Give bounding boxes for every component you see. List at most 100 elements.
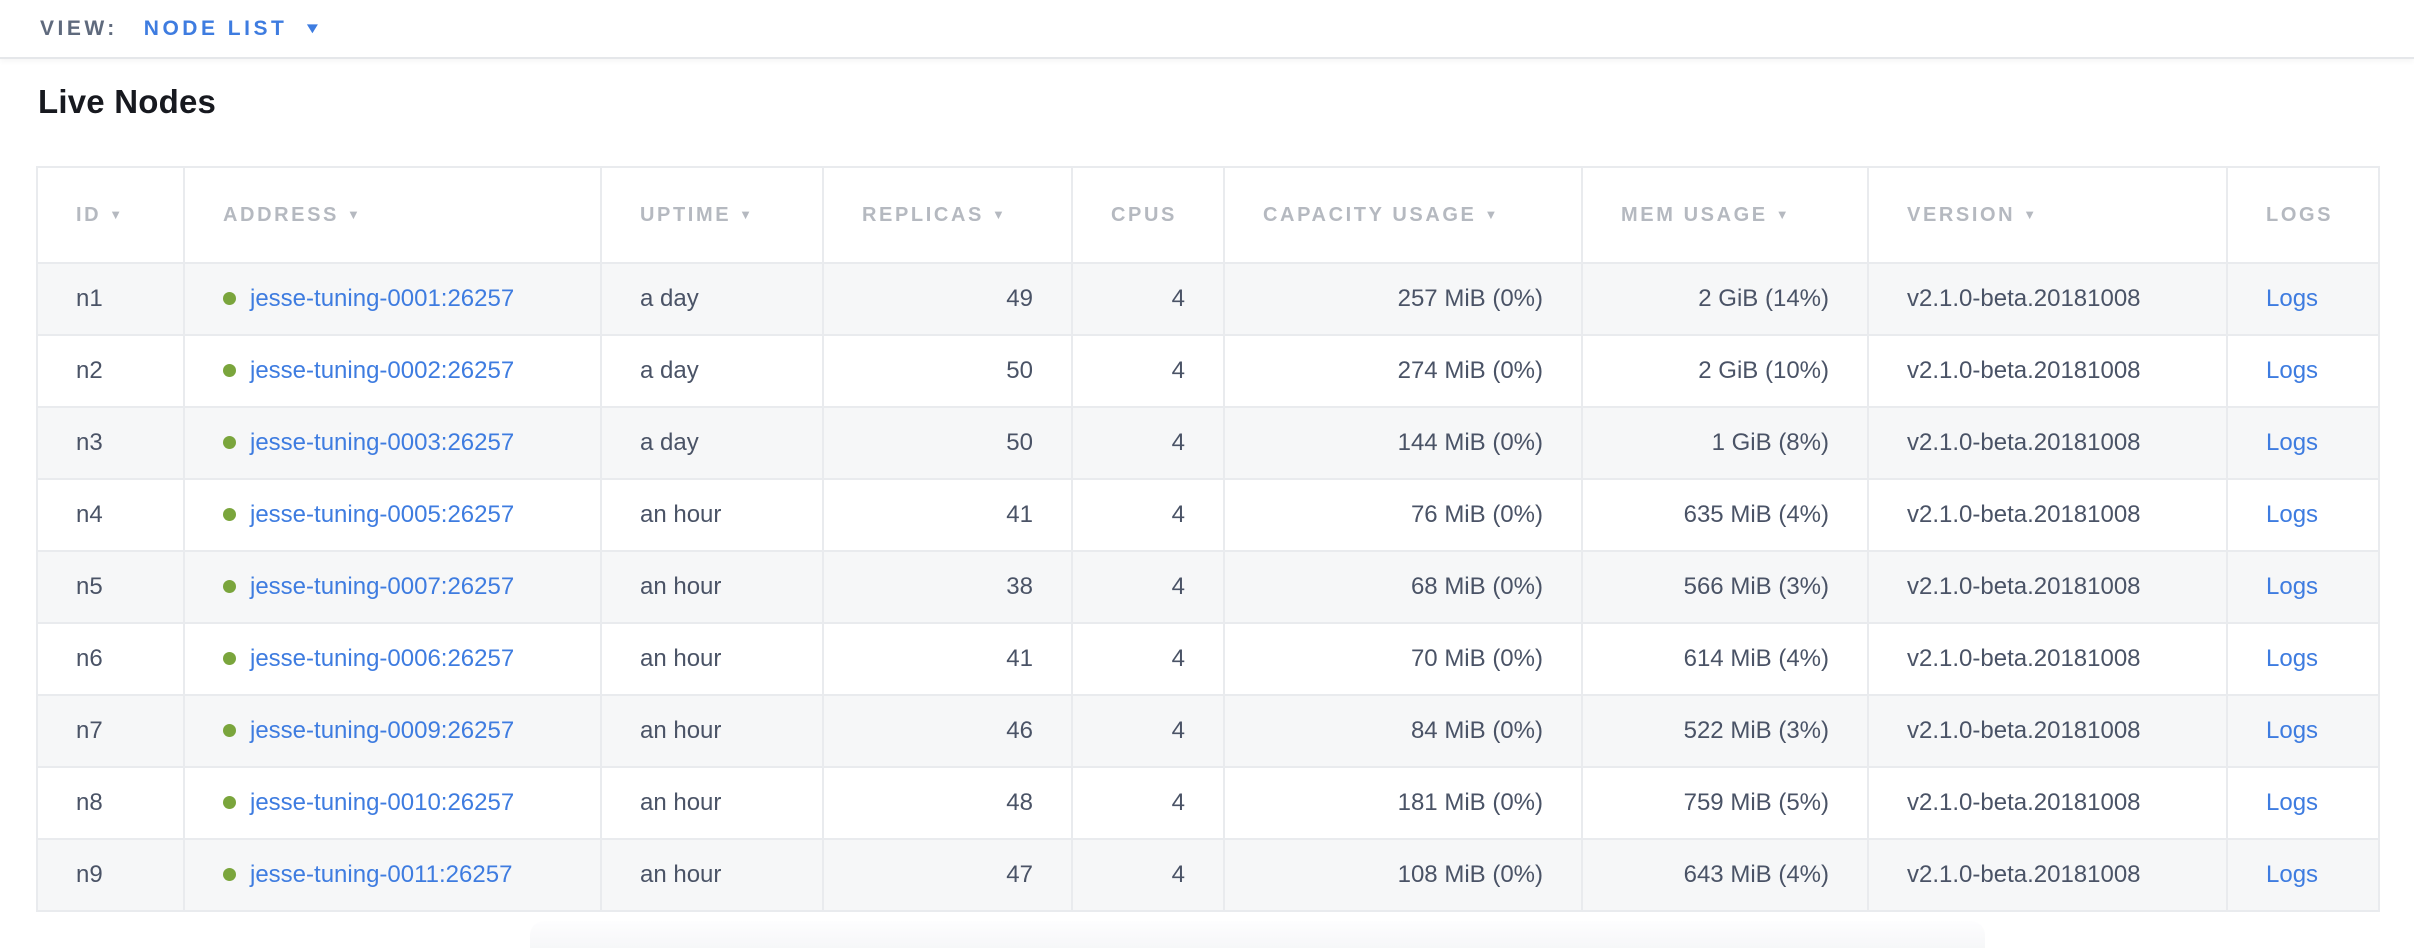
cell-cpus: 4 — [1071, 694, 1225, 768]
cell-version: v2.1.0-beta.20181008 — [1867, 694, 2228, 768]
cell-cpus: 4 — [1071, 262, 1225, 336]
cell-logs: Logs — [2226, 550, 2380, 624]
logs-link[interactable]: Logs — [2266, 861, 2319, 888]
address-link[interactable]: jesse-tuning-0010:26257 — [250, 789, 515, 816]
cell-mem: 566 MiB (3%) — [1581, 550, 1869, 624]
node-status-live-icon — [223, 580, 236, 593]
live-nodes-table: ID ▼ ADDRESS ▼ UPTIME ▼ REPLICAS ▼ CPUS CAPACITY … — [36, 166, 2380, 912]
cell-address: jesse-tuning-0009:26257 — [183, 694, 602, 768]
cell-replicas: 48 — [822, 766, 1073, 840]
cell-mem: 522 MiB (3%) — [1581, 694, 1869, 768]
cell-mem: 2 GiB (10%) — [1581, 334, 1869, 408]
address-link[interactable]: jesse-tuning-0005:26257 — [250, 501, 515, 528]
logs-link[interactable]: Logs — [2266, 501, 2319, 528]
cell-replicas: 50 — [822, 334, 1073, 408]
cell-id: n6 — [36, 622, 185, 696]
cell-version: v2.1.0-beta.20181008 — [1867, 478, 2228, 552]
cell-uptime: an hour — [600, 838, 824, 912]
scroll-shadow — [530, 921, 1985, 948]
cell-logs: Logs — [2226, 838, 2380, 912]
node-status-live-icon — [223, 796, 236, 809]
cell-id: n5 — [36, 550, 185, 624]
cell-mem: 1 GiB (8%) — [1581, 406, 1869, 480]
cell-address: jesse-tuning-0005:26257 — [183, 478, 602, 552]
sort-desc-icon: ▼ — [109, 206, 125, 222]
cell-address: jesse-tuning-0003:26257 — [183, 406, 602, 480]
logs-link[interactable]: Logs — [2266, 429, 2319, 456]
column-header-cpus: CPUS — [1071, 166, 1225, 264]
cell-address: jesse-tuning-0011:26257 — [183, 838, 602, 912]
column-header-uptime[interactable]: UPTIME ▼ — [600, 166, 824, 264]
address-link[interactable]: jesse-tuning-0002:26257 — [250, 357, 515, 384]
cell-replicas: 38 — [822, 550, 1073, 624]
column-header-version[interactable]: VERSION ▼ — [1867, 166, 2228, 264]
address-link[interactable]: jesse-tuning-0001:26257 — [250, 285, 515, 312]
logs-link[interactable]: Logs — [2266, 717, 2319, 744]
address-link[interactable]: jesse-tuning-0011:26257 — [250, 861, 513, 888]
logs-link[interactable]: Logs — [2266, 573, 2319, 600]
sort-desc-icon: ▼ — [991, 206, 1008, 222]
cell-mem: 614 MiB (4%) — [1581, 622, 1869, 696]
cell-address: jesse-tuning-0007:26257 — [183, 550, 602, 624]
cell-uptime: an hour — [600, 478, 824, 552]
address-link[interactable]: jesse-tuning-0009:26257 — [250, 717, 515, 744]
sort-desc-icon: ▼ — [347, 206, 363, 222]
cell-logs: Logs — [2226, 622, 2380, 696]
column-header-id[interactable]: ID ▼ — [36, 166, 185, 264]
cell-replicas: 50 — [822, 406, 1073, 480]
node-row-n1: n1 jesse-tuning-0001:26257 a day 49 4 257 MiB… — [36, 262, 2380, 336]
cell-id: n1 — [36, 262, 185, 336]
column-header-address[interactable]: ADDRESS ▼ — [183, 166, 602, 264]
sort-desc-icon: ▼ — [1775, 206, 1792, 222]
cell-replicas: 41 — [822, 478, 1073, 552]
column-label: VERSION — [1907, 203, 2016, 226]
node-row-n3: n3 jesse-tuning-0003:26257 a day 50 4 144 MiB… — [36, 406, 2380, 480]
cell-cpus: 4 — [1071, 406, 1225, 480]
view-selected-value: NODE LIST — [143, 16, 288, 40]
column-label: CAPACITY USAGE — [1263, 203, 1477, 226]
logs-link[interactable]: Logs — [2266, 645, 2319, 672]
cell-uptime: an hour — [600, 694, 824, 768]
chevron-down-icon: ▼ — [303, 20, 323, 37]
logs-link[interactable]: Logs — [2266, 789, 2319, 816]
page-title: Live Nodes — [38, 83, 217, 120]
node-status-live-icon — [223, 868, 236, 881]
column-label: UPTIME — [640, 203, 732, 226]
cell-logs: Logs — [2226, 478, 2380, 552]
column-header-capacity[interactable]: CAPACITY USAGE ▼ — [1223, 166, 1583, 264]
sort-desc-icon: ▼ — [2023, 206, 2039, 222]
cell-mem: 2 GiB (14%) — [1581, 262, 1869, 336]
column-header-replicas[interactable]: REPLICAS ▼ — [822, 166, 1073, 264]
cell-id: n2 — [36, 334, 185, 408]
logs-link[interactable]: Logs — [2266, 357, 2319, 384]
cell-version: v2.1.0-beta.20181008 — [1867, 334, 2228, 408]
cell-id: n7 — [36, 694, 185, 768]
cell-replicas: 47 — [822, 838, 1073, 912]
cell-capacity: 108 MiB (0%) — [1223, 838, 1583, 912]
view-label: VIEW: — [40, 16, 118, 40]
cell-capacity: 144 MiB (0%) — [1223, 406, 1583, 480]
view-selector-dropdown[interactable]: NODE LIST ▼ — [143, 16, 323, 41]
cell-version: v2.1.0-beta.20181008 — [1867, 838, 2228, 912]
cell-capacity: 76 MiB (0%) — [1223, 478, 1583, 552]
column-header-mem[interactable]: MEM USAGE ▼ — [1581, 166, 1869, 264]
cell-uptime: an hour — [600, 550, 824, 624]
cell-capacity: 257 MiB (0%) — [1223, 262, 1583, 336]
cell-id: n8 — [36, 766, 185, 840]
cell-logs: Logs — [2226, 694, 2380, 768]
cell-uptime: a day — [600, 262, 824, 336]
address-link[interactable]: jesse-tuning-0007:26257 — [250, 573, 515, 600]
cell-uptime: an hour — [600, 622, 824, 696]
cell-cpus: 4 — [1071, 478, 1225, 552]
cell-version: v2.1.0-beta.20181008 — [1867, 766, 2228, 840]
logs-link[interactable]: Logs — [2266, 285, 2319, 312]
column-header-logs: LOGS — [2226, 166, 2380, 264]
cell-id: n9 — [36, 838, 185, 912]
cell-capacity: 181 MiB (0%) — [1223, 766, 1583, 840]
node-status-live-icon — [223, 292, 236, 305]
address-link[interactable]: jesse-tuning-0003:26257 — [250, 429, 515, 456]
address-link[interactable]: jesse-tuning-0006:26257 — [250, 645, 515, 672]
cell-uptime: a day — [600, 406, 824, 480]
cell-capacity: 274 MiB (0%) — [1223, 334, 1583, 408]
cell-version: v2.1.0-beta.20181008 — [1867, 622, 2228, 696]
